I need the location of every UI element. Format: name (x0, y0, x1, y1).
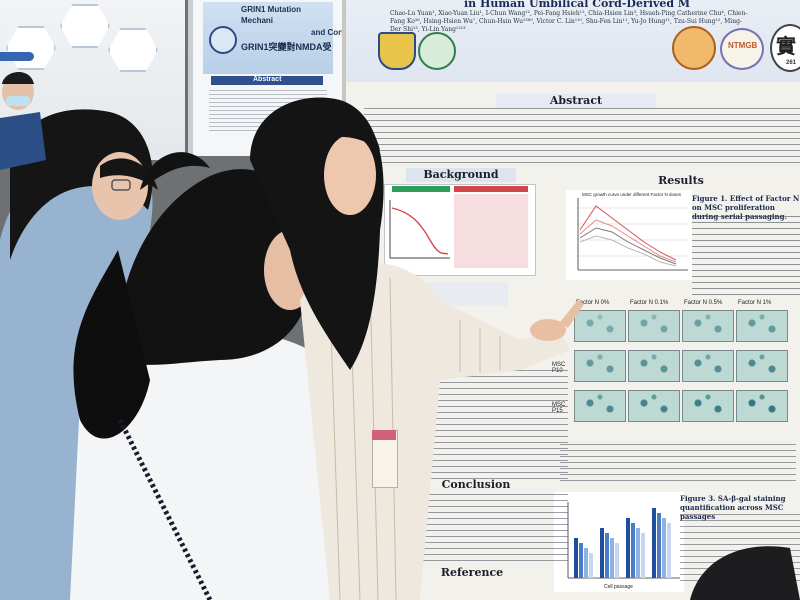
sa-beta-gal-micrograph-grid: Factor N 0% Factor N 0.1% Factor N 0.5% … (552, 300, 794, 440)
lab-logo-number: 261 (786, 60, 797, 66)
column-label: Factor N 0.5% (684, 300, 723, 306)
name-badge-stripe (372, 430, 396, 440)
ponytail (73, 250, 150, 439)
bar (584, 548, 588, 578)
growth-chart-title: MSC growth curve under different Factor … (582, 192, 682, 197)
glasses-icon (111, 179, 131, 191)
person-foreground-shoulder (690, 546, 800, 600)
poster-title-cont: and Cort (311, 28, 344, 37)
bar-chart-xlabel: Cell passage (604, 584, 633, 590)
column-label: Factor N 1% (738, 300, 772, 306)
pointing-finger (560, 300, 584, 328)
bar (574, 538, 578, 578)
column-label: Factor N 0.1% (630, 300, 669, 306)
micrograph-cell (628, 350, 680, 382)
lab-logo-text: 實 (776, 34, 796, 58)
institution-logo (672, 26, 716, 70)
micrograph-cell (574, 390, 626, 422)
micrograph-cell (682, 310, 734, 342)
section-reference: Reference (440, 566, 504, 579)
bar (600, 528, 604, 578)
bar (636, 528, 640, 578)
micrograph-cell (736, 390, 788, 422)
person-front-hair (117, 169, 312, 365)
figure-panel (454, 194, 528, 268)
micrograph-cell (682, 390, 734, 422)
section-background: Background (406, 168, 516, 182)
micrograph-cell (736, 310, 788, 342)
poster-title: in Human Umbilical Cord-Derived M (464, 0, 691, 10)
bar (631, 523, 635, 578)
abstract-heading: Abstract (253, 76, 282, 83)
lab-logo (770, 24, 800, 72)
bar (641, 533, 645, 578)
abstract-bar (211, 76, 323, 85)
face-mask (6, 96, 30, 106)
micrograph-cell (682, 350, 734, 382)
ntmgb-logo-text: NTMGB (728, 41, 758, 50)
person-pointing-face (324, 135, 376, 215)
poster-title: GRIN1 Mutation Mechani (241, 5, 301, 25)
poster-authors: Chao-Lu Yuan¹, Xiao-Yuan Liu¹, I-Chun Wa… (390, 10, 748, 33)
figure-header-green (392, 186, 450, 192)
growth-curve-chart: MSC growth curve under different Factor … (566, 190, 692, 280)
institution-logo (418, 32, 456, 70)
bar (610, 538, 614, 578)
main-poster: in Human Umbilical Cord-Derived M Chao-L… (342, 0, 800, 600)
bar (579, 543, 583, 578)
pointing-hand (530, 319, 566, 341)
micrograph-cell (628, 390, 680, 422)
bar (626, 518, 630, 578)
bar (652, 508, 656, 578)
figure-header-red (454, 186, 528, 192)
bar (589, 553, 593, 578)
micrograph-cell (736, 350, 788, 382)
figure1-text (692, 216, 800, 296)
university-logo (209, 26, 237, 54)
poster-tag (0, 52, 34, 61)
sa-beta-gal-bar-chart: Cell passage (554, 492, 684, 592)
poster-subtitle: GRIN1突變對NMDA受 (241, 42, 332, 52)
column-label: Factor N 0% (576, 300, 610, 306)
figure2-caption (560, 444, 796, 482)
micrograph-cell (628, 310, 680, 342)
section-conclusion: Conclusion (441, 478, 511, 491)
section-abstract: Abstract (496, 94, 656, 108)
bar (667, 523, 671, 578)
abstract-text-block (364, 108, 800, 166)
bar (657, 513, 661, 578)
ntmgb-logo (720, 28, 764, 70)
person-left-hair (10, 109, 153, 260)
institution-logo (378, 32, 416, 70)
section-results: Results (658, 174, 704, 187)
bar (605, 533, 609, 578)
micrograph-cell (574, 310, 626, 342)
bag-strap (117, 418, 213, 600)
person-pointing-shirt (300, 262, 570, 600)
decline-curve-graphic (389, 200, 450, 259)
micrograph-cell (574, 350, 626, 382)
hexagon-graphic (60, 4, 110, 48)
bar (662, 518, 666, 578)
bar (615, 543, 619, 578)
